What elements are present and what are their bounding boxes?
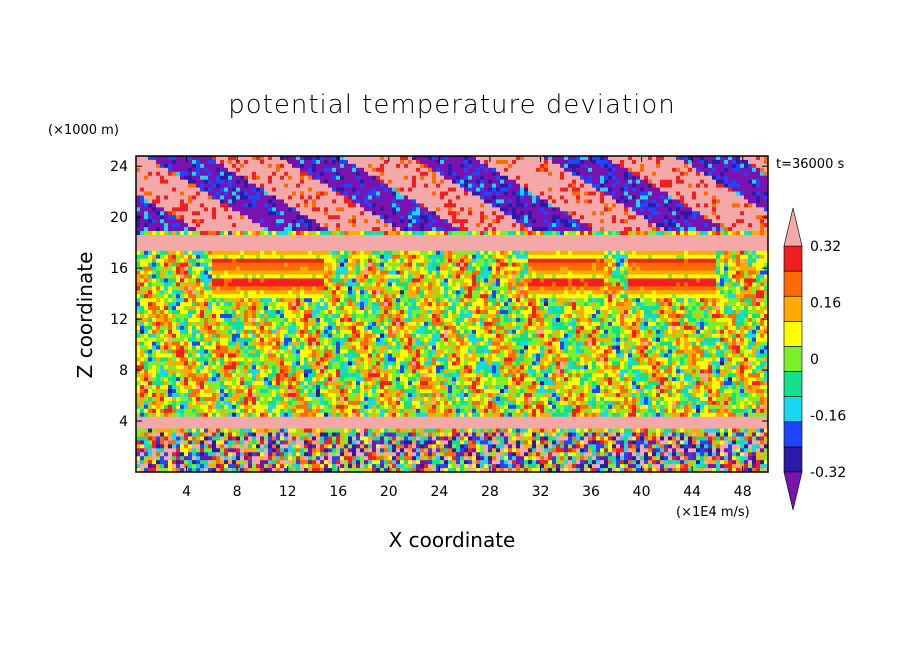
x-tick-label: 16 xyxy=(329,484,347,500)
colorbar-label: -0.32 xyxy=(810,465,846,481)
colorbar-segment xyxy=(783,346,803,372)
x-tick-label: 36 xyxy=(582,484,600,500)
x-axis-title: X coordinate xyxy=(389,528,516,552)
x-ticks: 4 8 12 16 20 24 28 32 36 40 44 48 xyxy=(182,156,752,500)
colorbar-segment xyxy=(783,245,803,272)
colorbar: 0.32 0.16 0 -0.16 -0.32 xyxy=(783,207,846,511)
y-ticks: 4 8 12 16 20 24 xyxy=(110,159,768,430)
y-tick-label: 24 xyxy=(110,159,128,175)
x-tick-label: 48 xyxy=(734,484,752,500)
colorbar-extend-max xyxy=(783,207,803,247)
plot-frame xyxy=(135,155,769,473)
heatmap-field xyxy=(136,156,768,472)
x-tick-label: 44 xyxy=(683,484,701,500)
x-tick-label: 24 xyxy=(430,484,448,500)
colorbar-segment xyxy=(783,446,803,473)
x-tick-label: 28 xyxy=(481,484,499,500)
chart-title: potential temperature deviation xyxy=(228,90,675,120)
y-tick-label: 16 xyxy=(110,261,128,277)
colorbar-segment xyxy=(783,295,803,322)
x-tick-label: 8 xyxy=(233,484,242,500)
y-tick-label: 8 xyxy=(119,363,128,379)
colorbar-label: 0 xyxy=(810,352,819,368)
colorbar-segment xyxy=(783,270,803,297)
y-tick-label: 20 xyxy=(110,210,128,226)
y-unit-label: (×1000 m) xyxy=(48,123,119,138)
x-tick-label: 4 xyxy=(182,484,191,500)
colorbar-segment xyxy=(783,371,803,397)
colorbar-label: 0.32 xyxy=(810,239,841,255)
colorbar-label: 0.16 xyxy=(810,296,841,312)
x-tick-label: 20 xyxy=(380,484,398,500)
colorbar-segment xyxy=(783,396,803,423)
colorbar-segment xyxy=(783,321,803,347)
colorbar-segment xyxy=(783,421,803,448)
colorbar-label: -0.16 xyxy=(810,409,846,425)
x-tick-label: 12 xyxy=(279,484,297,500)
time-label: t=36000 s xyxy=(776,157,844,172)
x-tick-label: 32 xyxy=(532,484,550,500)
y-tick-label: 4 xyxy=(119,414,128,430)
y-axis-title: Z coordinate xyxy=(73,252,97,379)
x-tick-label: 40 xyxy=(633,484,651,500)
y-tick-label: 12 xyxy=(110,312,128,328)
x-unit-label: (×1E4 m/s) xyxy=(676,505,750,520)
colorbar-extend-min xyxy=(783,471,803,511)
